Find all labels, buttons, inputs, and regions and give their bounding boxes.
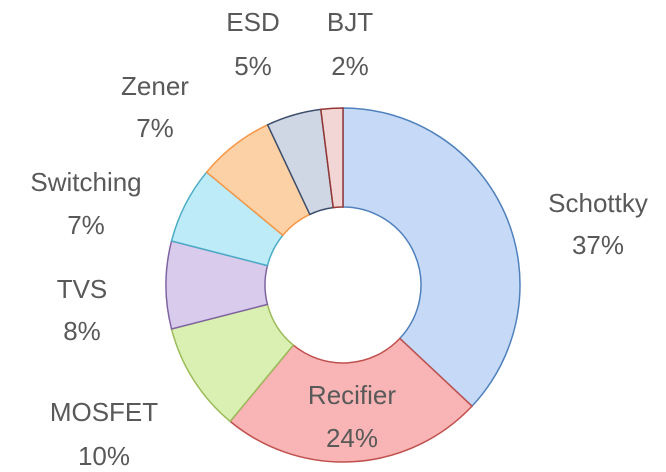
value-label: 8% [63,316,101,346]
value-label: 2% [331,51,369,81]
value-label: 7% [67,210,105,240]
donut-segment [319,107,344,209]
value-label: 7% [136,113,174,143]
value-label: 24% [326,423,378,453]
category-label: MOSFET [50,397,158,427]
value-label: 10% [78,441,130,471]
category-label: Zener [121,71,189,101]
value-label: 37% [572,230,624,260]
category-label: Schottky [548,188,648,218]
category-label: Switching [30,167,141,197]
value-label: 5% [234,51,272,81]
donut-segment [342,107,521,408]
category-label: BJT [327,7,373,37]
category-label: Recifier [308,380,396,410]
category-label: ESD [226,7,279,37]
donut-segment [229,337,474,463]
category-label: TVS [57,274,108,304]
